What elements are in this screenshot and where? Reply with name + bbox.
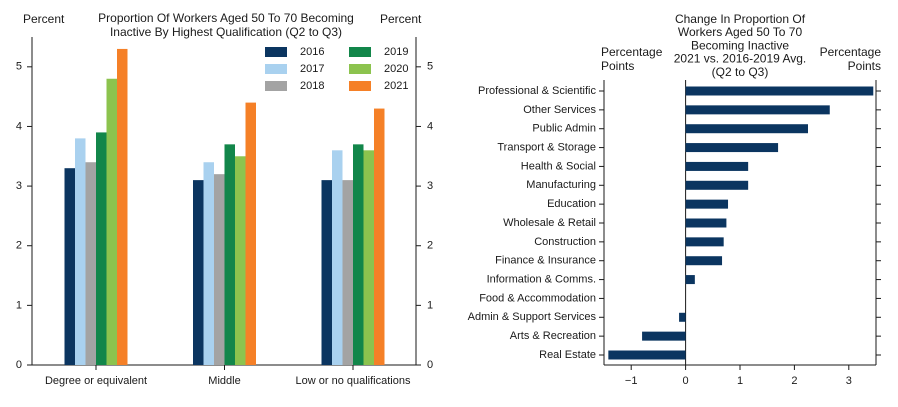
left-chart-title-line: Inactive By Highest Qualification (Q2 to… (110, 25, 342, 39)
left-chart-ytick-label-right: 1 (427, 299, 433, 311)
legend-swatch-2017 (265, 64, 287, 74)
left-chart-ytick-label-right: 4 (427, 120, 433, 132)
right-chart-xtick-label: 3 (846, 375, 852, 387)
left-chart-ytick-label-right: 0 (427, 359, 433, 371)
bar-2021-2 (374, 108, 385, 366)
right-chart-title-line: Workers Aged 50 To 70 (678, 25, 803, 39)
left-chart-ylabel-right: Percent (380, 12, 422, 26)
hbar-12 (679, 312, 686, 322)
left-chart-ytick-label-left: 3 (16, 180, 22, 192)
bar-2018-1 (214, 174, 225, 365)
right-chart-category-label: Education (547, 198, 596, 210)
bar-2020-1 (235, 156, 246, 365)
hbar-8 (685, 237, 724, 247)
right-chart-title-line: 2021 vs. 2016-2019 Avg. (674, 52, 807, 66)
right-chart-category-label: Public Admin (532, 123, 596, 135)
right-chart-category-label: Transport & Storage (497, 141, 596, 153)
left-chart-ytick-label-left: 2 (16, 240, 22, 252)
hbar-13 (642, 331, 686, 341)
bar-2016-1 (193, 180, 204, 365)
bar-2018-2 (342, 180, 353, 365)
right-chart-title-line: (Q2 to Q3) (712, 65, 769, 79)
right-chart-category-label: Construction (534, 236, 596, 248)
bar-2017-1 (203, 162, 214, 365)
bar-2016-0 (64, 168, 75, 365)
legend-swatch-2020 (349, 64, 371, 74)
left-chart-ytick-label-left: 1 (16, 299, 22, 311)
bar-2020-0 (106, 78, 117, 365)
right-chart-category-label: Arts & Recreation (510, 330, 596, 342)
legend-swatch-2019 (349, 47, 371, 57)
legend-swatch-2021 (349, 81, 371, 91)
right-chart-category-label: Wholesale & Retail (503, 217, 596, 229)
left-chart-ytick-label-left: 5 (16, 61, 22, 73)
hbar-9 (685, 256, 723, 266)
hbar-2 (685, 124, 808, 134)
bar-2019-2 (353, 144, 364, 365)
right-chart-xtick-label: −1 (625, 375, 638, 387)
legend-label-2018: 2018 (300, 80, 324, 92)
left-chart-ytick-label-left: 0 (16, 359, 22, 371)
legend-swatch-2016 (265, 47, 287, 57)
hbar-1 (685, 105, 830, 115)
legend-label-2019: 2019 (384, 46, 408, 58)
right-chart-title-line: Becoming Inactive (691, 38, 789, 52)
right-chart-category-label: Other Services (523, 104, 596, 116)
bar-2019-0 (96, 132, 107, 365)
hbar-5 (685, 180, 749, 190)
right-chart-category-label: Health & Social (521, 160, 596, 172)
left-chart-ytick-label-right: 5 (427, 61, 433, 73)
legend-label-2017: 2017 (300, 63, 324, 75)
left-chart-category-label: Low or no qualifications (296, 375, 411, 387)
left-chart-category-label: Degree or equivalent (45, 375, 147, 387)
bar-2021-0 (117, 48, 128, 365)
right-chart-xlabel-left: Percentage Points (601, 45, 663, 73)
right-chart-category-label: Finance & Insurance (495, 255, 596, 267)
hbar-10 (685, 275, 695, 285)
right-chart-category-label: Professional & Scientific (478, 85, 596, 97)
left-chart-category-label: Middle (208, 375, 240, 387)
left-chart-ytick-label-right: 3 (427, 180, 433, 192)
right-chart-category-label: Information & Comms. (487, 273, 596, 285)
bar-2017-2 (332, 150, 343, 365)
hbar-0 (685, 86, 874, 96)
left-chart-ytick-label-right: 2 (427, 240, 433, 252)
hbar-14 (608, 350, 686, 360)
legend-label-2020: 2020 (384, 63, 408, 75)
right-chart-category-label: Manufacturing (526, 179, 596, 191)
hbar-6 (685, 199, 729, 209)
legend-label-2021: 2021 (384, 80, 408, 92)
bar-2020-2 (363, 150, 374, 365)
bar-2016-2 (321, 180, 332, 365)
right-chart-category-label: Food & Accommodation (479, 292, 596, 304)
legend-swatch-2018 (265, 81, 287, 91)
right-chart-category-label: Admin & Support Services (468, 311, 597, 323)
right-chart-xlabel-right: Percentage Points (820, 45, 882, 73)
left-chart-title-line: Proportion Of Workers Aged 50 To 70 Beco… (98, 11, 354, 25)
right-chart-title-line: Change In Proportion Of (675, 12, 806, 26)
hbar-3 (685, 143, 779, 153)
left-chart-ylabel-left: Percent (23, 12, 65, 26)
hbar-4 (685, 161, 749, 171)
right-chart-xtick-label: 0 (683, 375, 689, 387)
legend-label-2016: 2016 (300, 46, 324, 58)
left-chart-ytick-label-left: 4 (16, 120, 22, 132)
bar-2017-0 (75, 138, 86, 365)
hbar-7 (685, 218, 727, 228)
bar-2018-0 (85, 162, 96, 365)
bar-2019-1 (224, 144, 235, 365)
bar-2021-1 (245, 102, 256, 365)
right-chart-category-label: Real Estate (539, 349, 596, 361)
right-chart-xtick-label: 2 (791, 375, 797, 387)
right-chart-xtick-label: 1 (737, 375, 743, 387)
